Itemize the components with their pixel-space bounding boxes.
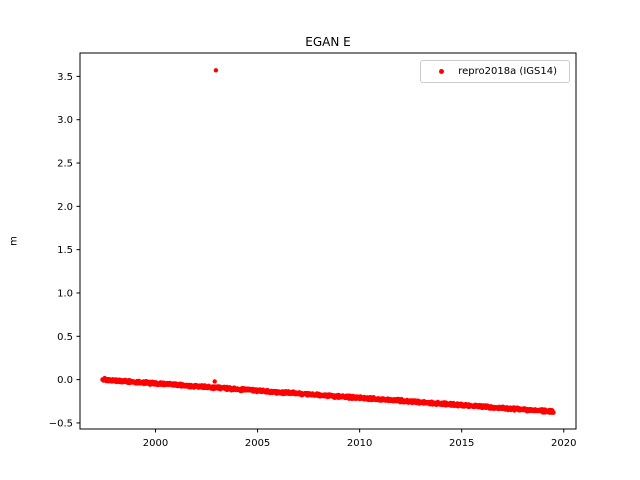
- scatter-series: [100, 68, 556, 415]
- y-axis-label: m: [8, 236, 20, 246]
- y-tick-label: −0.5: [49, 418, 73, 429]
- y-tick-label: 1.0: [57, 288, 73, 299]
- x-axis-ticks: 2000 2005 2010 2015 2020: [143, 429, 576, 449]
- y-tick-label: 3.0: [57, 115, 73, 126]
- axes-frame: [79, 52, 577, 430]
- y-tick-label: 1.5: [57, 245, 73, 256]
- y-tick-label: 2.5: [57, 159, 73, 170]
- x-tick-label: 2015: [449, 438, 474, 449]
- x-tick-label: 2005: [245, 438, 270, 449]
- y-tick-label: 2.0: [57, 202, 73, 213]
- x-tick-label: 2000: [143, 438, 168, 449]
- x-tick-label: 2010: [347, 438, 372, 449]
- chart-title: EGAN E: [305, 35, 351, 49]
- y-tick-label: 0.5: [57, 332, 73, 343]
- y-axis-ticks: −0.5 0.0 0.5 1.0 1.5 2.0 2.5 3.0 3.5: [49, 72, 80, 429]
- y-tick-label: 0.0: [57, 375, 73, 386]
- outlier-point: [213, 68, 219, 73]
- legend: repro2018a (IGS14): [420, 60, 570, 83]
- x-tick-label: 2020: [551, 438, 576, 449]
- outlier-point: [212, 379, 217, 384]
- legend-label: repro2018a (IGS14): [458, 66, 557, 77]
- y-tick-label: 3.5: [57, 72, 73, 83]
- legend-marker-icon: [439, 69, 445, 74]
